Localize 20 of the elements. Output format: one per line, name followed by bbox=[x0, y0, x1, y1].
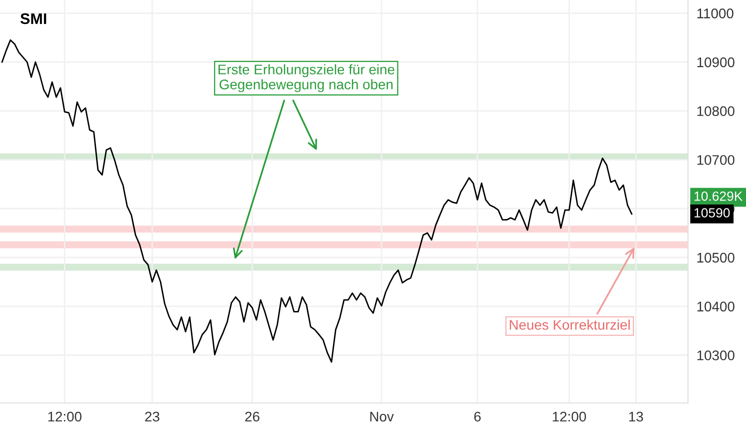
y-tick-label: 10800 bbox=[697, 106, 734, 116]
y-tick-label: 10700 bbox=[697, 155, 734, 165]
annotation: Erste Erholungsziele für eine Gegenbewegung nach oben bbox=[218, 64, 394, 92]
text: SMI bbox=[20, 13, 46, 24]
line-series bbox=[1, 39, 632, 363]
text: 10.629K bbox=[694, 191, 743, 201]
y-tick-label: 10900 bbox=[697, 57, 734, 68]
annotation: Neues Korrekturziel bbox=[510, 320, 630, 330]
x-tick-label: Nov bbox=[370, 412, 394, 422]
x-tick-label: 12:00 bbox=[552, 412, 586, 422]
x-tick-label: 6 bbox=[474, 412, 481, 422]
y-tick-label: 10300 bbox=[697, 350, 734, 360]
y-tick-label: 10400 bbox=[697, 302, 734, 312]
x-tick-label: 13 bbox=[629, 412, 643, 422]
y-tick-label: 10500 bbox=[697, 252, 734, 263]
text: 10590 bbox=[694, 208, 730, 218]
x-tick-label: 12:00 bbox=[48, 412, 82, 422]
x-tick-label: 26 bbox=[245, 412, 260, 422]
y-tick-label: 11000 bbox=[697, 8, 734, 18]
x-tick-label: 23 bbox=[145, 412, 160, 422]
